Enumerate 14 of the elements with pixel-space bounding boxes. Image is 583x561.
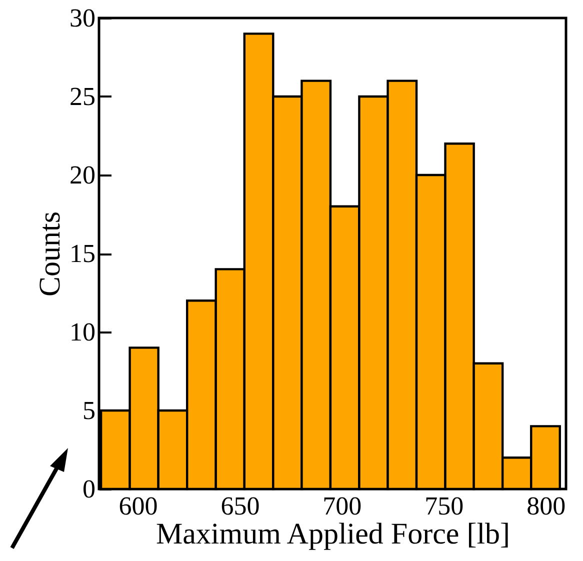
x-tick-label: 600 bbox=[118, 492, 158, 520]
x-tick-label: 800 bbox=[526, 492, 566, 520]
y-tick-label: 5 bbox=[82, 396, 96, 425]
y-tick-label: 30 bbox=[70, 4, 96, 32]
y-tick-label: 10 bbox=[70, 318, 96, 346]
x-tick-label: 700 bbox=[322, 492, 362, 520]
y-tick-label: 20 bbox=[70, 160, 96, 190]
x-axis-title: Maximum Applied Force [lb] bbox=[156, 518, 510, 550]
y-tick-label: 0 bbox=[82, 474, 96, 504]
y-axis-title: Counts bbox=[34, 211, 66, 297]
y-tick-label: 15 bbox=[70, 239, 96, 268]
y-tick-label: 25 bbox=[70, 82, 96, 111]
x-tick-label: 650 bbox=[220, 492, 260, 520]
x-tick-label: 750 bbox=[424, 492, 464, 520]
